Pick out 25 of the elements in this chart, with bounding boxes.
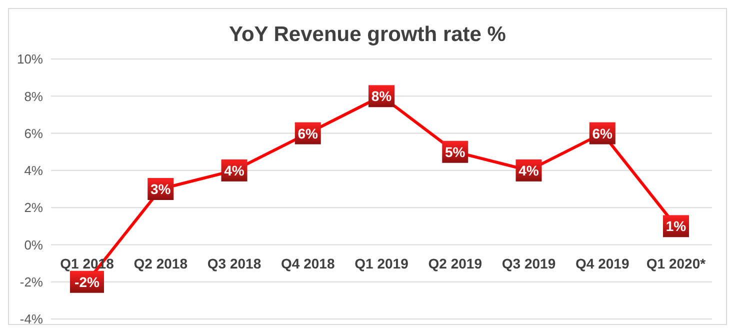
x-tick-label: Q4 2019 (576, 256, 630, 272)
y-tick-label: 2% (24, 200, 44, 216)
x-tick-label: Q1 2020* (646, 256, 706, 272)
data-label: 6% (592, 125, 614, 142)
y-tick-label: 6% (24, 126, 44, 141)
data-label: 4% (224, 162, 245, 178)
data-label: 6% (298, 125, 319, 142)
y-tick-label: 4% (24, 163, 44, 178)
x-tick-label: Q3 2018 (207, 256, 262, 272)
x-tick-label: Q2 2018 (134, 256, 188, 272)
data-label: 1% (666, 218, 687, 234)
chart-title: YoY Revenue growth rate % (229, 23, 506, 46)
y-tick-label: -2% (20, 274, 44, 290)
data-label: 3% (150, 181, 172, 197)
data-label: 4% (518, 162, 540, 178)
y-tick-label: 10% (16, 52, 44, 67)
y-tick-label: -4% (20, 312, 44, 327)
data-label: 8% (371, 88, 392, 104)
y-tick-label: 8% (24, 88, 44, 104)
x-tick-label: Q4 2018 (281, 256, 335, 272)
data-label: 5% (445, 144, 466, 160)
x-tick-label: Q3 2019 (502, 256, 556, 272)
y-tick-label: 0% (24, 237, 44, 252)
x-tick-label: Q2 2019 (428, 256, 482, 272)
x-tick-label: Q1 2019 (354, 256, 409, 272)
